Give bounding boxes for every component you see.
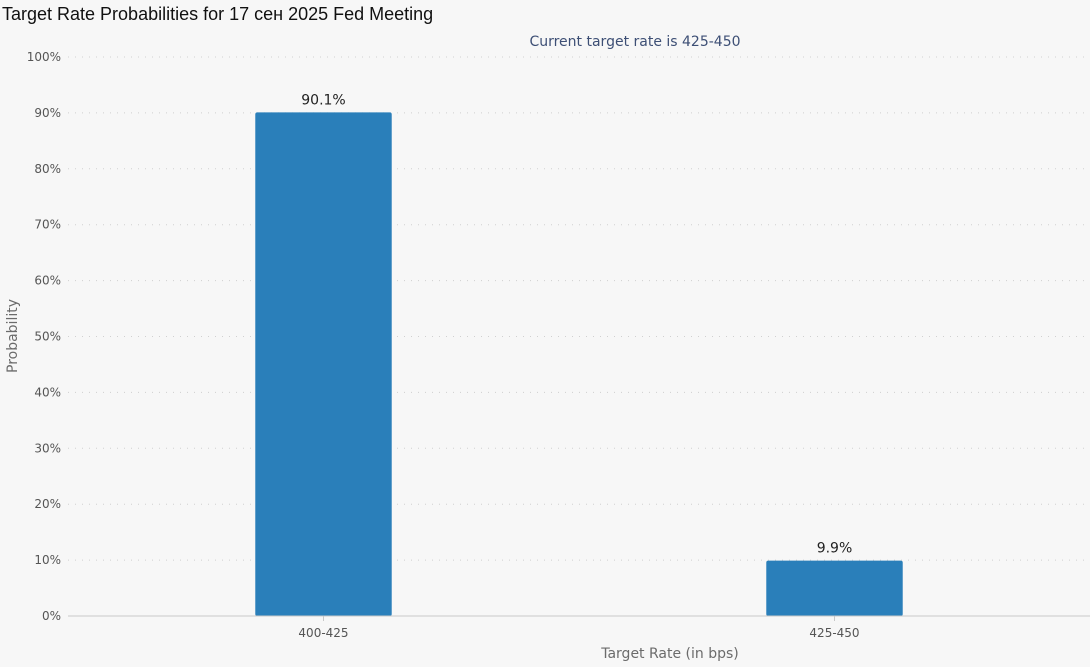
y-tick-label: 70% (34, 218, 61, 232)
y-tick-label: 50% (34, 330, 61, 344)
y-tick-label: 60% (34, 274, 61, 288)
page-title: Target Rate Probabilities for 17 сен 202… (2, 4, 434, 24)
x-tick-label: 425-450 (809, 626, 859, 640)
y-tick-label: 80% (34, 162, 61, 176)
y-axis-ticks: 0% 10% 20% 30% 40% 50% 60% 70% 80% 90% 100% (27, 50, 61, 623)
chart-subtitle: Current target rate is 425-450 (529, 34, 740, 50)
x-axis-ticks: 400-425 425-450 (298, 616, 860, 640)
y-tick-label: 40% (34, 385, 61, 399)
y-tick-label: 90% (34, 106, 61, 120)
y-tick-label: 30% (34, 441, 61, 455)
y-tick-label: 100% (27, 50, 61, 64)
bar-400-425 (255, 112, 392, 616)
y-tick-label: 20% (34, 497, 61, 511)
y-tick-label: 0% (42, 609, 61, 623)
x-tick-label: 400-425 (298, 626, 348, 640)
bar-425-450 (766, 560, 903, 616)
y-tick-label: 10% (34, 553, 61, 567)
data-label: 9.9% (817, 541, 853, 557)
data-label: 90.1% (301, 92, 345, 108)
bars: 90.1% 9.9% (255, 92, 903, 616)
gridlines (68, 56, 1090, 561)
x-axis-label: Target Rate (in bps) (600, 646, 739, 662)
y-axis-label: Probability (5, 299, 21, 373)
